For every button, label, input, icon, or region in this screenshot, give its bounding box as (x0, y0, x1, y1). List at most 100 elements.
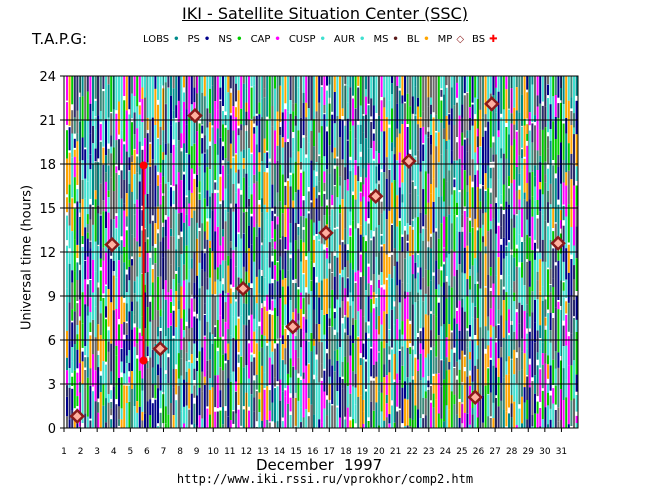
coverage-segment (466, 279, 469, 296)
coverage-segment (224, 260, 227, 294)
coverage-segment (81, 160, 84, 180)
coverage-segment (250, 394, 253, 428)
coverage-segment (149, 223, 152, 253)
coverage-segment (79, 363, 81, 382)
coverage-segment (495, 342, 497, 368)
coverage-segment (105, 398, 107, 423)
coverage-segment (110, 258, 113, 303)
coverage-segment (222, 111, 224, 125)
coverage-segment (544, 174, 547, 183)
coverage-segment (492, 418, 495, 428)
coverage-segment (391, 142, 393, 152)
coverage-segment (193, 87, 196, 103)
coverage-segment (432, 178, 435, 202)
coverage-segment (515, 383, 518, 426)
coverage-segment (385, 157, 388, 179)
coverage-segment (193, 343, 196, 369)
coverage-segment (237, 234, 240, 278)
coverage-segment (284, 185, 287, 206)
coverage-segment (110, 371, 113, 385)
coverage-segment (177, 309, 180, 354)
coverage-segment (417, 164, 419, 196)
coverage-segment (526, 134, 529, 141)
coverage-segment (567, 76, 570, 101)
coverage-segment (357, 396, 360, 428)
coverage-segment (138, 332, 141, 371)
coverage-segment (396, 285, 399, 299)
coverage-segment (242, 76, 245, 84)
coverage-segment (414, 302, 417, 337)
coverage-segment (300, 380, 302, 408)
coverage-segment (500, 76, 503, 114)
coverage-segment (310, 219, 313, 261)
coverage-segment (398, 187, 401, 219)
coverage-segment (372, 274, 375, 293)
coverage-segment (237, 354, 240, 363)
coverage-segment (66, 397, 68, 417)
coverage-segment (253, 357, 256, 376)
coverage-segment (188, 368, 191, 409)
coverage-segment (346, 362, 349, 386)
coverage-segment (107, 351, 110, 395)
coverage-segment (203, 376, 206, 385)
coverage-segment (240, 76, 243, 109)
coverage-segment (372, 133, 375, 141)
coverage-segment (154, 76, 157, 89)
coverage-segment (359, 225, 362, 235)
coverage-segment (341, 388, 344, 428)
coverage-segment (567, 383, 570, 425)
coverage-segment (159, 76, 162, 85)
coverage-segment (388, 317, 391, 329)
coverage-segment (401, 182, 404, 195)
coverage-segment (151, 190, 154, 216)
coverage-segment (289, 157, 292, 173)
coverage-segment (68, 76, 71, 91)
coverage-segment (136, 343, 139, 356)
coverage-segment (185, 279, 188, 322)
coverage-segment (125, 274, 128, 293)
legend-item-bs: BS ✚ (472, 34, 497, 45)
coverage-segment (505, 89, 508, 123)
coverage-segment (344, 76, 347, 84)
coverage-segment (131, 162, 133, 192)
coverage-segment (154, 247, 157, 264)
coverage-segment (570, 259, 573, 297)
coverage-segment (430, 248, 432, 281)
coverage-segment (138, 126, 141, 142)
source-url[interactable]: http://www.iki.rssi.ru/vprokhor/comp2.ht… (176, 472, 474, 486)
coverage-segment (453, 352, 456, 367)
coverage-segment (523, 76, 526, 119)
coverage-segment (518, 155, 521, 174)
coverage-segment (185, 361, 188, 372)
coverage-segment (219, 367, 222, 391)
coverage-segment (73, 177, 76, 204)
coverage-segment (404, 230, 406, 259)
coverage-segment (224, 410, 227, 428)
coverage-segment (253, 76, 256, 86)
legend-swatch: • (319, 34, 326, 45)
coverage-segment (396, 319, 399, 341)
coverage-segment (84, 346, 87, 356)
coverage-segment (495, 87, 497, 113)
coverage-segment (570, 365, 573, 401)
coverage-segment (120, 348, 123, 362)
coverage-segment (219, 204, 222, 246)
coverage-segment (102, 119, 105, 147)
coverage-segment (495, 112, 497, 155)
coverage-segment (466, 413, 469, 428)
coverage-segment (68, 127, 71, 151)
coverage-segment (500, 347, 503, 358)
coverage-segment (409, 354, 412, 383)
coverage-segment (279, 127, 282, 136)
coverage-segment (528, 130, 531, 173)
coverage-segment (508, 176, 510, 186)
coverage-segment (261, 117, 263, 161)
x-tick-label: 23 (423, 447, 434, 457)
coverage-segment (547, 405, 549, 425)
coverage-texture (66, 76, 578, 428)
coverage-segment (450, 194, 453, 224)
coverage-segment (201, 138, 204, 154)
coverage-segment (474, 402, 477, 428)
coverage-segment (367, 296, 370, 322)
coverage-segment (456, 160, 458, 203)
